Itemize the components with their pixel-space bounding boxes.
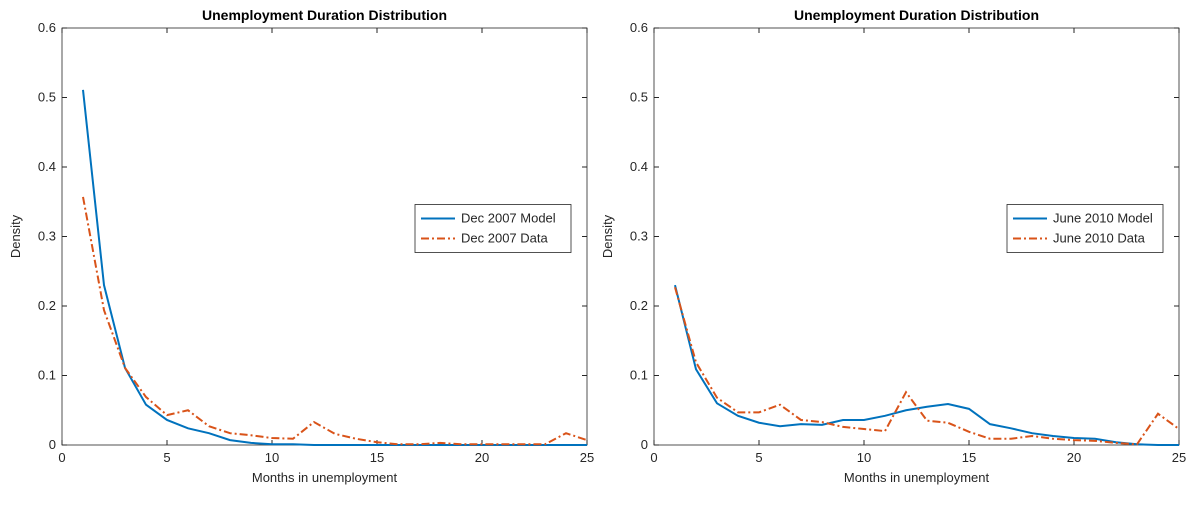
x-tick-label: 25 — [1172, 450, 1186, 465]
legend-label: June 2010 Model — [1053, 211, 1153, 226]
x-tick-label: 10 — [857, 450, 871, 465]
legend: June 2010 Model June 2010 Data — [1006, 204, 1164, 253]
x-tick-label: 10 — [265, 450, 279, 465]
x-tick-label: 0 — [650, 450, 657, 465]
y-tick-label: 0.6 — [38, 20, 56, 35]
y-tick-label: 0.4 — [630, 159, 648, 174]
y-tick-label: 0.1 — [38, 368, 56, 383]
y-tick-label: 0.1 — [630, 368, 648, 383]
y-axis-label: Density — [8, 214, 23, 258]
x-tick-label: 25 — [580, 450, 594, 465]
legend-label: June 2010 Data — [1053, 231, 1146, 246]
legend-label: Dec 2007 Data — [461, 231, 548, 246]
x-tick-label: 20 — [1067, 450, 1081, 465]
x-tick-label: 5 — [163, 450, 170, 465]
y-tick-label: 0.3 — [630, 229, 648, 244]
y-tick-label: 0 — [641, 437, 648, 452]
y-tick-label: 0.5 — [630, 90, 648, 105]
y-axis-label: Density — [600, 214, 615, 258]
y-tick-label: 0.2 — [38, 298, 56, 313]
legend-box — [414, 204, 572, 253]
y-tick-label: 0.5 — [38, 90, 56, 105]
x-tick-label: 20 — [475, 450, 489, 465]
y-tick-label: 0.6 — [630, 20, 648, 35]
series-line — [82, 196, 588, 446]
x-tick-label: 0 — [58, 450, 65, 465]
x-tick-label: 5 — [755, 450, 762, 465]
y-tick-label: 0.2 — [630, 298, 648, 313]
x-axis-label: Months in unemployment — [844, 470, 990, 485]
x-tick-label: 15 — [370, 450, 384, 465]
legend-label: Dec 2007 Model — [461, 211, 556, 226]
x-tick-label: 15 — [962, 450, 976, 465]
legend-box — [1006, 204, 1164, 253]
y-tick-label: 0 — [49, 437, 56, 452]
y-tick-label: 0.3 — [38, 229, 56, 244]
y-tick-label: 0.4 — [38, 159, 56, 174]
legend: Dec 2007 Model Dec 2007 Data — [414, 204, 572, 253]
x-axis-label: Months in unemployment — [252, 470, 398, 485]
chart-title: Unemployment Duration Distribution — [794, 7, 1039, 23]
chart-title: Unemployment Duration Distribution — [202, 7, 447, 23]
series-line — [674, 284, 1179, 446]
series-line — [674, 286, 1180, 446]
